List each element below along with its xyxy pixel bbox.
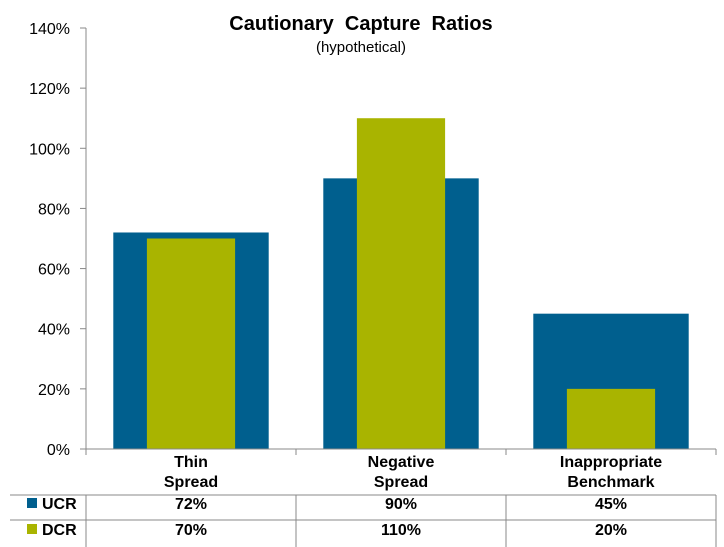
table-value-dcr-2: 110% — [381, 522, 421, 539]
table-value-dcr-1: 70% — [175, 522, 207, 539]
x-category-label: Inappropriate — [560, 454, 662, 471]
y-tick-label: 0% — [47, 442, 70, 459]
y-axis: 0% 20% 40% 60% 80% 100% 120% 140% — [29, 21, 87, 459]
legend-swatch-dcr — [27, 524, 37, 534]
bar-dcr-1 — [146, 238, 236, 449]
table-value-ucr-1: 72% — [175, 496, 207, 513]
x-category-label: Benchmark — [567, 474, 654, 491]
legend-swatch-ucr — [27, 498, 37, 508]
y-tick-label: 100% — [29, 141, 70, 158]
y-tick-label: 80% — [38, 201, 70, 218]
x-category-label: Spread — [164, 474, 218, 491]
bars — [113, 118, 689, 449]
table-value-dcr-3: 20% — [595, 522, 627, 539]
x-category-label: Thin — [174, 454, 208, 471]
table-value-ucr-3: 45% — [595, 496, 627, 513]
bar-dcr-3 — [566, 388, 656, 449]
data-table: UCR 72% 90% 45% DCR 70% 110% 20% — [10, 494, 717, 547]
y-tick-label: 140% — [29, 21, 70, 38]
legend-label-dcr: DCR — [42, 522, 77, 539]
chart-subtitle: (hypothetical) — [316, 39, 406, 56]
y-tick-label: 20% — [38, 382, 70, 399]
y-tick-label: 120% — [29, 81, 70, 98]
chart-title: Cautionary Capture Ratios — [229, 13, 492, 35]
x-axis: Thin Spread Negative Spread Inappropriate Ben… — [85, 448, 717, 491]
y-tick-label: 60% — [38, 262, 70, 279]
y-tick-label: 40% — [38, 322, 70, 339]
legend-label-ucr: UCR — [42, 496, 77, 513]
x-category-label: Spread — [374, 474, 428, 491]
bar-dcr-2 — [356, 118, 446, 449]
table-value-ucr-2: 90% — [385, 496, 417, 513]
x-category-label: Negative — [368, 454, 435, 471]
